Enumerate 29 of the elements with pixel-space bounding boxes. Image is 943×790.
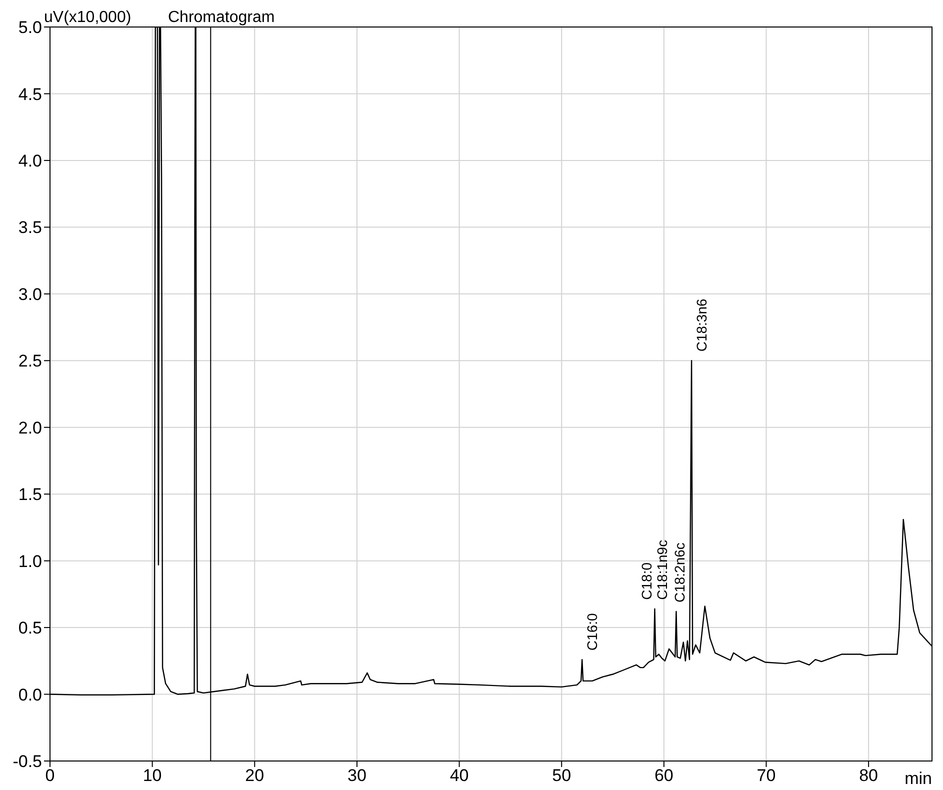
y-tick-label: 5.0 <box>18 18 42 38</box>
y-tick-label: 1.5 <box>18 485 42 504</box>
y-tick-label: 3.0 <box>18 284 42 304</box>
y-tick-label: 2.5 <box>18 352 42 371</box>
x-tick-label: 0 <box>45 766 55 786</box>
annotation: C16:0 <box>584 613 600 651</box>
y-tick-label: 0.0 <box>18 685 42 704</box>
annotation: C18:1n9c <box>654 540 670 600</box>
y-tick-label: -0.5 <box>12 752 42 772</box>
x-tick-label: 80 <box>859 766 878 786</box>
y-tick-label: 4.0 <box>18 151 42 170</box>
x-tick-label: 50 <box>552 766 572 786</box>
x-tick-label: 30 <box>348 766 366 786</box>
y-tick-label: 3.5 <box>18 218 42 238</box>
y-tick-label: 1.0 <box>18 552 42 571</box>
x-tick-label: 40 <box>450 766 469 786</box>
x-tick-label: 10 <box>142 766 162 786</box>
x-tick-label: 20 <box>245 766 264 786</box>
y-axis-title: uV(x10,000) <box>44 9 132 26</box>
x-axis-title: min <box>904 769 932 788</box>
annotation: C18:0 <box>638 562 655 600</box>
y-tick-label: 2.0 <box>18 418 42 438</box>
annotation: C18:2n6c <box>671 542 688 603</box>
annotation: C18:3n6 <box>694 298 710 352</box>
y-tick-label: 0.5 <box>18 618 42 638</box>
x-tick-label: 60 <box>654 766 674 786</box>
y-tick-label: 4.5 <box>18 84 42 104</box>
x-tick-label: 70 <box>756 766 776 786</box>
series-label: Chromatogram <box>168 9 275 26</box>
